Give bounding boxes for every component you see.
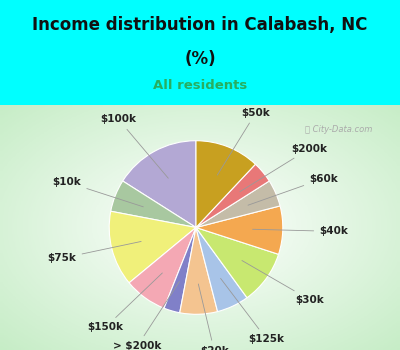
Text: $150k: $150k — [88, 273, 162, 332]
Text: > $200k: > $200k — [113, 281, 180, 350]
Text: $10k: $10k — [53, 177, 143, 207]
Text: $40k: $40k — [252, 226, 348, 236]
Text: Income distribution in Calabash, NC: Income distribution in Calabash, NC — [32, 16, 368, 34]
Text: $30k: $30k — [242, 260, 324, 305]
Text: ⓘ City-Data.com: ⓘ City-Data.com — [305, 125, 372, 134]
Text: $200k: $200k — [240, 144, 327, 192]
Wedge shape — [109, 211, 196, 283]
Text: $125k: $125k — [220, 278, 284, 344]
Wedge shape — [180, 228, 218, 314]
Wedge shape — [196, 206, 283, 254]
Wedge shape — [196, 228, 247, 312]
Text: $100k: $100k — [101, 114, 168, 178]
Wedge shape — [111, 181, 196, 228]
Text: (%): (%) — [184, 50, 216, 68]
Text: $75k: $75k — [48, 241, 141, 263]
Text: $60k: $60k — [248, 174, 338, 205]
Text: All residents: All residents — [153, 79, 247, 92]
Wedge shape — [196, 181, 280, 228]
Wedge shape — [196, 228, 278, 298]
Text: $50k: $50k — [217, 108, 270, 175]
Wedge shape — [196, 141, 256, 228]
Wedge shape — [196, 164, 269, 228]
Text: $20k: $20k — [198, 284, 229, 350]
Wedge shape — [129, 228, 196, 308]
Wedge shape — [123, 141, 196, 228]
Wedge shape — [164, 228, 196, 313]
